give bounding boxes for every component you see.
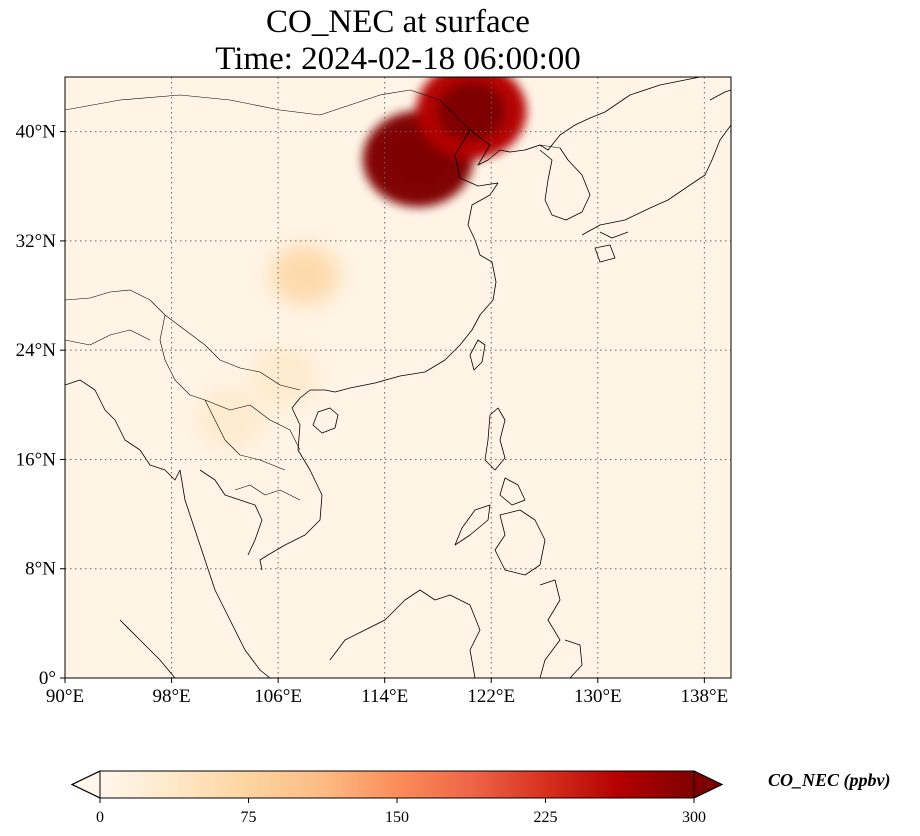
country-borders (65, 89, 561, 501)
lat-tick-label: 8°N (25, 559, 56, 580)
taiwan-island (469, 339, 486, 371)
colorbar-ticks: 0 75 150 225 300 (96, 798, 706, 826)
borneo-island (329, 589, 481, 678)
colorbar-tick-label: 300 (682, 809, 706, 826)
concentration-field (65, 77, 731, 678)
myanmar-coast (65, 379, 181, 481)
malay-peninsula (179, 469, 271, 678)
colorbar-tick-label: 150 (385, 809, 409, 826)
china-coastline (469, 77, 701, 166)
philippines-islands (454, 407, 546, 576)
hainan-island (312, 407, 339, 434)
gridlines (65, 77, 731, 678)
lon-tick-label: 106°E (254, 686, 302, 707)
sulawesi-island (539, 579, 583, 678)
plume-2 (270, 245, 340, 306)
bohai-coastline (310, 129, 499, 393)
colorbar: 0 75 150 225 300 (70, 770, 724, 826)
plume-4 (197, 388, 266, 449)
lat-tick-label: 24°N (16, 340, 57, 361)
japan-islands (581, 89, 731, 263)
map-title-line-2: Time: 2024-02-18 06:00:00 (215, 41, 581, 77)
colorbar-tick-label: 75 (241, 809, 257, 826)
lat-tick-label: 32°N (16, 231, 57, 252)
colorbar-label: CO_NEC (ppbv) (768, 770, 891, 790)
colorbar-max-extend (693, 770, 724, 799)
thailand-gulf (199, 469, 263, 556)
colorbar-gradient (100, 771, 694, 798)
sumatra-island (119, 619, 176, 678)
colorbar-tick-label: 0 (96, 809, 104, 826)
lat-tick-label: 40°N (16, 122, 57, 143)
latitude-ticks: 0° 8°N 16°N 24°N 32°N 40°N (16, 122, 65, 689)
lon-tick-label: 122°E (467, 686, 515, 707)
korea-peninsula (539, 147, 591, 221)
vietnam-coastline (259, 389, 323, 571)
plume-core-1 (437, 82, 505, 140)
lon-tick-label: 98°E (152, 686, 190, 707)
coastlines-and-borders (65, 77, 731, 678)
map-frame (64, 76, 732, 679)
colorbar-min-extend (70, 770, 101, 799)
lat-tick-label: 0° (39, 668, 56, 689)
lon-tick-label: 130°E (574, 686, 622, 707)
lat-tick-label: 16°N (16, 449, 57, 470)
lon-tick-label: 90°E (46, 686, 84, 707)
longitude-ticks: 90°E 98°E 106°E 114°E 122°E 130°E 138°E (46, 678, 728, 707)
plume-3 (250, 347, 320, 408)
lon-tick-label: 138°E (681, 686, 729, 707)
colorbar-tick-label: 225 (534, 809, 558, 826)
map-title-line-1: CO_NEC at surface (266, 4, 530, 40)
lon-tick-label: 114°E (361, 686, 408, 707)
